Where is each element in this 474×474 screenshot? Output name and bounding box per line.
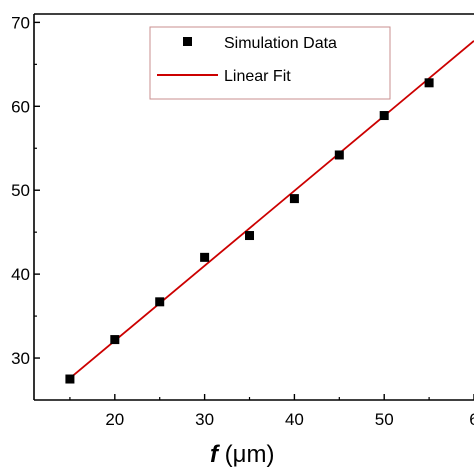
linear-fit-line	[69, 40, 474, 379]
y-axis-ticks: 30 40 50 60 70	[11, 13, 40, 368]
simulation-data-point	[110, 335, 120, 345]
y-tick-label: 40	[11, 265, 30, 284]
simulation-data-point	[65, 374, 75, 384]
simulation-data-point	[334, 150, 344, 160]
x-tick-label: 40	[285, 410, 304, 429]
y-tick-label: 70	[11, 13, 30, 32]
simulation-data-point	[379, 111, 389, 121]
simulation-data-point	[200, 252, 210, 262]
x-tick-label: 50	[375, 410, 394, 429]
y-tick-label: 60	[11, 97, 30, 116]
x-axis-ticks: 20 30 40 50 6	[69, 394, 474, 429]
simulation-data-point	[245, 231, 255, 241]
x-axis-title: f (μm)	[210, 441, 274, 468]
series-layer	[65, 40, 474, 384]
y-tick-label: 50	[11, 181, 30, 200]
legend: Simulation Data Linear Fit	[149, 26, 391, 100]
legend-marker-simulation-data	[183, 37, 192, 46]
simulation-data-point	[289, 194, 299, 204]
legend-label-simulation-data: Simulation Data	[224, 35, 337, 52]
x-tick-label: 30	[195, 410, 214, 429]
x-tick-label: 6	[469, 410, 474, 429]
plot-frame	[33, 13, 474, 401]
legend-label-linear-fit: Linear Fit	[224, 68, 291, 85]
y-tick-label: 30	[11, 349, 30, 368]
x-axis-title-unit: (μm)	[218, 441, 274, 468]
x-axis-title-variable: f	[210, 441, 220, 468]
simulation-data-point	[424, 78, 434, 88]
simulation-data-point	[155, 297, 165, 307]
x-tick-label: 20	[105, 410, 124, 429]
